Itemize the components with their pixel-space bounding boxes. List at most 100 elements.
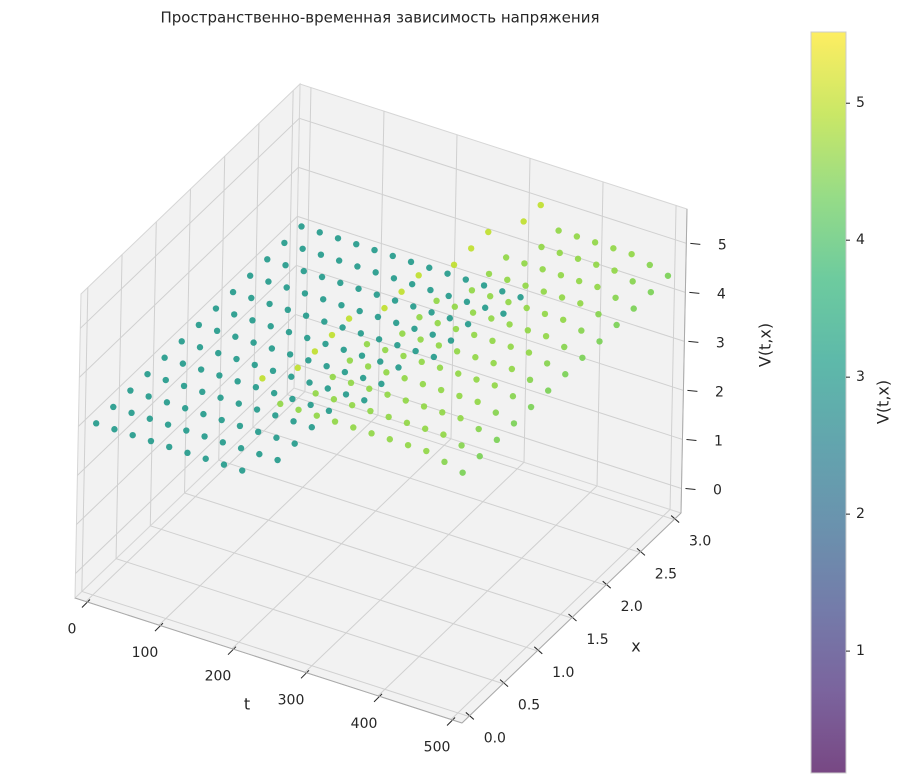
tick-mark xyxy=(689,291,700,294)
data-point xyxy=(400,352,407,360)
data-point xyxy=(375,336,383,343)
grid-line xyxy=(81,590,469,717)
data-point xyxy=(464,320,472,328)
data-point xyxy=(196,344,204,351)
data-point xyxy=(219,439,227,446)
data-point xyxy=(201,433,208,440)
data-point xyxy=(526,376,534,384)
data-point xyxy=(577,300,584,307)
data-point xyxy=(161,354,168,361)
data-point xyxy=(178,338,185,345)
data-point xyxy=(407,258,415,266)
data-point xyxy=(502,254,510,261)
data-point xyxy=(377,358,384,365)
data-point xyxy=(220,461,228,468)
tick-mark xyxy=(300,669,310,679)
data-point xyxy=(181,405,189,412)
data-point xyxy=(304,334,311,342)
data-point xyxy=(200,410,207,418)
data-point xyxy=(408,280,416,288)
tick-mark xyxy=(81,599,91,608)
grid-line xyxy=(297,215,685,342)
x-tick-label: 1.5 xyxy=(586,632,608,648)
data-point xyxy=(216,372,223,379)
data-point xyxy=(236,422,244,430)
data-point xyxy=(447,337,455,344)
data-point xyxy=(393,319,400,327)
data-point xyxy=(338,301,345,309)
data-point xyxy=(457,415,464,422)
t-tick-label: 400 xyxy=(351,716,378,732)
colorbar-tick-label: 4 xyxy=(856,232,865,248)
data-point xyxy=(579,354,586,361)
data-point xyxy=(373,291,381,298)
data-point xyxy=(451,303,459,310)
grid-line xyxy=(252,426,641,553)
grid-line xyxy=(115,558,504,685)
data-point xyxy=(283,284,290,291)
data-point xyxy=(574,255,582,262)
data-point xyxy=(446,315,454,322)
t-tick-label: 0 xyxy=(67,622,76,638)
data-point xyxy=(436,364,444,371)
t-tick-label: 100 xyxy=(132,645,159,661)
data-point xyxy=(359,374,367,382)
data-point xyxy=(612,294,619,301)
data-point xyxy=(456,392,463,400)
data-point xyxy=(613,321,620,329)
data-point xyxy=(361,397,368,404)
t-tick-label: 300 xyxy=(278,692,305,708)
data-point xyxy=(595,310,602,318)
data-point xyxy=(593,261,600,268)
data-point xyxy=(264,256,271,263)
data-point xyxy=(92,420,100,427)
t-tick-label: 200 xyxy=(205,669,232,685)
data-point xyxy=(492,409,500,416)
grid-line xyxy=(184,188,191,494)
grid-line xyxy=(286,90,294,395)
tick-mark xyxy=(686,438,697,441)
data-point xyxy=(290,418,297,425)
data-point xyxy=(298,223,305,230)
data-point xyxy=(402,397,409,404)
x-tick-label: 0.5 xyxy=(518,698,540,714)
data-point xyxy=(423,447,430,455)
data-point xyxy=(312,390,319,397)
data-point xyxy=(489,337,496,345)
data-point xyxy=(265,278,272,285)
data-point xyxy=(629,278,636,285)
data-point xyxy=(357,330,365,337)
data-point xyxy=(239,467,246,474)
x-axis-line xyxy=(461,512,682,724)
data-point xyxy=(524,327,532,334)
data-point xyxy=(505,298,512,306)
data-point xyxy=(594,283,601,291)
data-point xyxy=(318,273,326,281)
data-point xyxy=(146,415,154,422)
data-point xyxy=(253,406,261,413)
data-point xyxy=(435,342,443,349)
data-point xyxy=(418,358,425,366)
data-point xyxy=(366,385,373,392)
z-tick-label: 5 xyxy=(718,237,727,253)
data-point xyxy=(467,245,475,252)
data-point xyxy=(328,331,336,339)
tick-mark xyxy=(685,487,696,490)
data-point xyxy=(472,354,479,361)
data-point xyxy=(291,440,298,447)
data-point xyxy=(399,330,406,337)
data-point xyxy=(542,332,550,340)
data-point xyxy=(480,282,488,289)
data-point xyxy=(485,228,492,236)
t-tick-label: 500 xyxy=(424,739,451,755)
data-point xyxy=(268,345,276,352)
data-point xyxy=(416,314,423,321)
data-point xyxy=(269,367,277,375)
data-point xyxy=(345,315,353,322)
data-point xyxy=(367,407,374,415)
data-point xyxy=(383,369,390,376)
data-point xyxy=(162,376,169,384)
data-point xyxy=(430,353,438,361)
tick-mark xyxy=(688,340,699,343)
